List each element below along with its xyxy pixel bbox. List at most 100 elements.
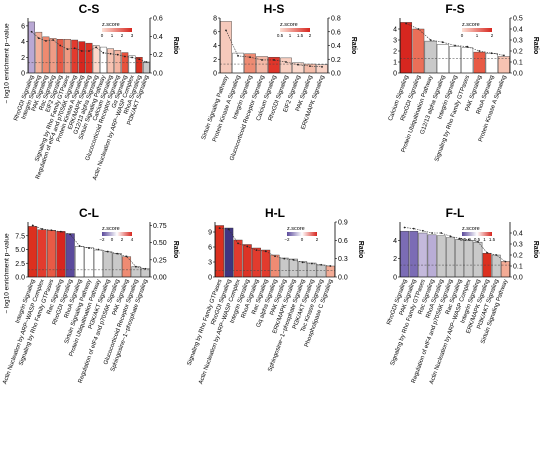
ratio-point <box>495 254 498 256</box>
ratio-point <box>88 50 90 52</box>
bar <box>418 232 428 278</box>
ratio-axis-label: Ratio <box>350 37 357 55</box>
y-tick-label: 3 <box>393 38 397 45</box>
ratio-tick-label: 0.2 <box>513 253 523 260</box>
bar <box>464 240 474 278</box>
ratio-point <box>403 226 406 229</box>
ratio-tick-label: 0.3 <box>513 242 523 249</box>
legend-gradient <box>287 232 317 236</box>
ratio-tick-label: 0.1 <box>513 60 523 67</box>
panel-c-l: C-L0.02.55.07.50.000.250.500.75RatioInte… <box>2 206 179 385</box>
bar <box>71 39 79 74</box>
bar <box>233 239 243 278</box>
ratio-point <box>97 248 100 251</box>
y-tick-label: 6 <box>208 245 212 252</box>
legend-tick-label: 1 <box>111 33 114 38</box>
y-tick-label: 0 <box>393 71 397 78</box>
ratio-point <box>237 54 239 57</box>
bar <box>473 241 483 278</box>
legend-tick-label: 1.5 <box>489 237 496 242</box>
ratio-point <box>261 59 263 61</box>
bar <box>107 48 114 74</box>
ratio-tick-label: 0.0 <box>338 275 348 282</box>
bar <box>409 230 419 278</box>
bar <box>92 45 100 74</box>
ratio-tick-label: 0.50 <box>153 240 167 247</box>
ratio-point <box>45 40 47 42</box>
bar <box>270 254 280 278</box>
ratio-tick-label: 0.0 <box>513 71 523 78</box>
ratio-point <box>249 56 251 59</box>
ratio-point <box>225 29 227 32</box>
y-tick-label: 0 <box>208 275 212 282</box>
legend-title: z.score <box>102 22 120 28</box>
y-tick-label: 4 <box>393 27 397 34</box>
ratio-point <box>320 263 323 266</box>
bar <box>400 22 413 74</box>
ratio-axis-label: Ratio <box>172 37 179 55</box>
ratio-tick-label: 0.3 <box>338 256 348 263</box>
ratio-tick-label: 0.2 <box>331 57 341 64</box>
legend-tick-label: −2 <box>284 237 290 242</box>
ratio-point <box>144 267 147 270</box>
ratio-point <box>297 63 299 66</box>
ratio-point <box>449 235 452 238</box>
panel-title: C-S <box>79 2 100 16</box>
ratio-point <box>490 52 493 55</box>
ratio-tick-label: 0.9 <box>338 220 348 227</box>
ratio-point <box>321 65 323 68</box>
ratio-point <box>301 261 304 264</box>
bar <box>485 53 498 74</box>
ratio-point <box>52 39 55 41</box>
panel-title: C-L <box>79 206 99 220</box>
y-tick-label: 4 <box>21 39 25 46</box>
legend-title: z.score <box>287 226 305 232</box>
ratio-point <box>237 242 239 245</box>
ratio-tick-label: 0.5 <box>513 16 523 23</box>
ratio-tick-label: 0.6 <box>338 238 348 245</box>
bar <box>131 266 141 278</box>
ratio-point <box>109 52 112 55</box>
bar <box>114 50 122 74</box>
legend-tick-label: 2 <box>121 237 124 242</box>
ratio-point <box>123 55 126 58</box>
bar <box>84 247 94 278</box>
bar <box>280 57 292 74</box>
ratio-tick-label: 0.2 <box>153 52 163 59</box>
legend-tick-label: 2 <box>316 237 319 242</box>
bar <box>325 265 335 278</box>
ratio-point <box>227 228 230 231</box>
bar <box>215 225 225 278</box>
bar <box>497 56 510 74</box>
legend-tick-label: 4 <box>131 237 134 242</box>
ratio-point <box>59 44 62 47</box>
legend-tick-label: 1.5 <box>297 33 304 38</box>
ratio-point <box>66 48 69 51</box>
left-axis-label: − log10 enrichment p−value <box>3 23 11 104</box>
ratio-point <box>285 61 287 63</box>
legend-tick-label: 0.5 <box>277 33 284 38</box>
ratio-point <box>246 245 249 248</box>
legend-tick-label: 0.5 <box>474 237 481 242</box>
ratio-point <box>283 257 286 260</box>
ratio-axis-label: Ratio <box>532 241 539 259</box>
y-tick-label: 0 <box>21 71 25 78</box>
ratio-point <box>467 238 470 241</box>
bar <box>449 46 461 74</box>
bar <box>424 40 437 74</box>
bar <box>85 42 93 74</box>
legend-tick-label: 0 <box>301 237 304 242</box>
bar <box>427 234 437 278</box>
ratio-tick-label: 0.6 <box>331 29 341 36</box>
ratio-point <box>417 28 420 30</box>
ratio-point <box>138 58 141 61</box>
bar <box>103 251 113 278</box>
ratio-tick-label: 0.4 <box>513 27 523 34</box>
legend-tick-label: 2 <box>121 33 124 38</box>
ratio-line <box>404 227 506 262</box>
bar <box>220 21 232 74</box>
ratio-tick-label: 0.0 <box>153 71 163 78</box>
